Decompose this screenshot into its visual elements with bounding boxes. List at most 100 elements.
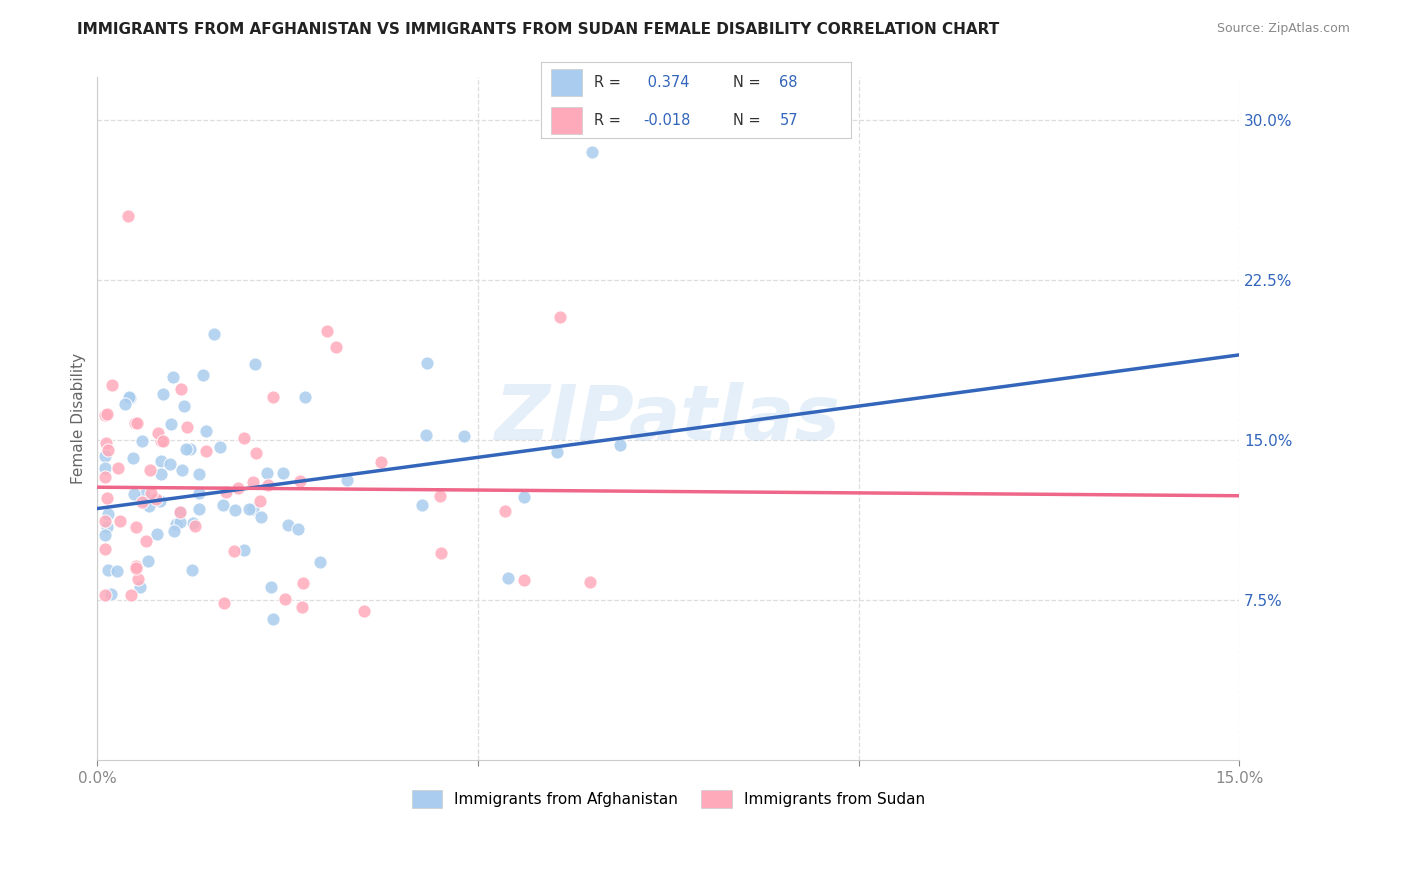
Point	[238, 502, 260, 516]
Point	[263, 612, 285, 626]
Point	[429, 489, 451, 503]
Point	[202, 326, 225, 341]
Point	[139, 486, 162, 500]
Point	[188, 486, 211, 500]
Bar	[551, 107, 582, 134]
Point	[184, 519, 207, 533]
Point	[257, 478, 280, 492]
Point	[274, 592, 297, 607]
Bar	[551, 70, 582, 95]
Text: 68: 68	[779, 75, 799, 90]
Point	[131, 495, 153, 509]
Point	[97, 563, 120, 577]
Point	[242, 475, 264, 489]
Point	[173, 399, 195, 413]
Point	[512, 490, 534, 504]
Point	[415, 428, 437, 442]
Text: N =: N =	[733, 112, 761, 128]
Text: ZIPatlas: ZIPatlas	[495, 382, 841, 456]
Point	[97, 442, 120, 457]
Point	[100, 377, 122, 392]
Point	[94, 409, 117, 423]
Point	[136, 554, 159, 568]
Point	[94, 528, 117, 542]
Point	[122, 487, 145, 501]
Text: Source: ZipAtlas.com: Source: ZipAtlas.com	[1216, 22, 1350, 36]
Point	[548, 310, 571, 325]
Point	[271, 466, 294, 480]
Text: R =: R =	[593, 75, 621, 90]
Point	[249, 494, 271, 508]
Text: N =: N =	[733, 75, 761, 90]
Point	[146, 426, 169, 441]
Point	[579, 575, 602, 590]
Point	[146, 526, 169, 541]
Point	[336, 473, 359, 487]
Text: R =: R =	[593, 112, 621, 128]
Point	[125, 559, 148, 574]
Point	[212, 498, 235, 512]
Point	[287, 522, 309, 536]
Point	[118, 390, 141, 404]
Point	[94, 436, 117, 450]
Point	[105, 564, 128, 578]
Point	[94, 514, 117, 528]
Point	[187, 467, 209, 481]
Text: 57: 57	[779, 112, 799, 128]
Point	[262, 390, 284, 404]
Point	[232, 431, 254, 445]
Point	[170, 382, 193, 396]
Point	[169, 515, 191, 529]
Point	[181, 563, 204, 577]
Point	[127, 416, 149, 430]
Point	[100, 587, 122, 601]
Point	[209, 440, 232, 454]
Point	[96, 520, 118, 534]
Point	[496, 572, 519, 586]
Point	[288, 475, 311, 489]
Point	[132, 488, 155, 502]
Point	[125, 560, 148, 574]
Point	[546, 445, 568, 459]
Point	[294, 390, 316, 404]
Point	[165, 516, 187, 531]
Point	[494, 504, 516, 518]
Point	[215, 484, 238, 499]
Point	[129, 580, 152, 594]
Point	[149, 467, 172, 481]
Point	[122, 450, 145, 465]
Point	[325, 340, 347, 354]
Point	[149, 494, 172, 508]
Point	[94, 460, 117, 475]
Point	[159, 417, 181, 432]
Point	[96, 407, 118, 421]
Point	[107, 461, 129, 475]
Point	[94, 449, 117, 463]
Point	[411, 498, 433, 512]
Point	[214, 596, 236, 610]
Point	[581, 145, 603, 160]
Text: 0.374: 0.374	[644, 75, 690, 90]
Point	[430, 546, 453, 560]
Point	[453, 429, 475, 443]
Point	[124, 416, 146, 430]
Point	[609, 438, 631, 452]
Point	[224, 503, 246, 517]
Point	[179, 442, 201, 456]
Point	[292, 576, 315, 591]
Point	[169, 505, 191, 519]
Point	[226, 482, 249, 496]
Point	[125, 520, 148, 534]
Point	[309, 555, 332, 569]
Point	[135, 533, 157, 548]
Point	[114, 397, 136, 411]
Point	[97, 507, 120, 521]
Point	[145, 492, 167, 507]
Point	[108, 514, 131, 528]
Point	[316, 324, 339, 338]
Point	[195, 444, 218, 458]
Point	[94, 588, 117, 602]
Point	[159, 458, 181, 472]
Point	[242, 501, 264, 516]
Point	[127, 572, 149, 586]
